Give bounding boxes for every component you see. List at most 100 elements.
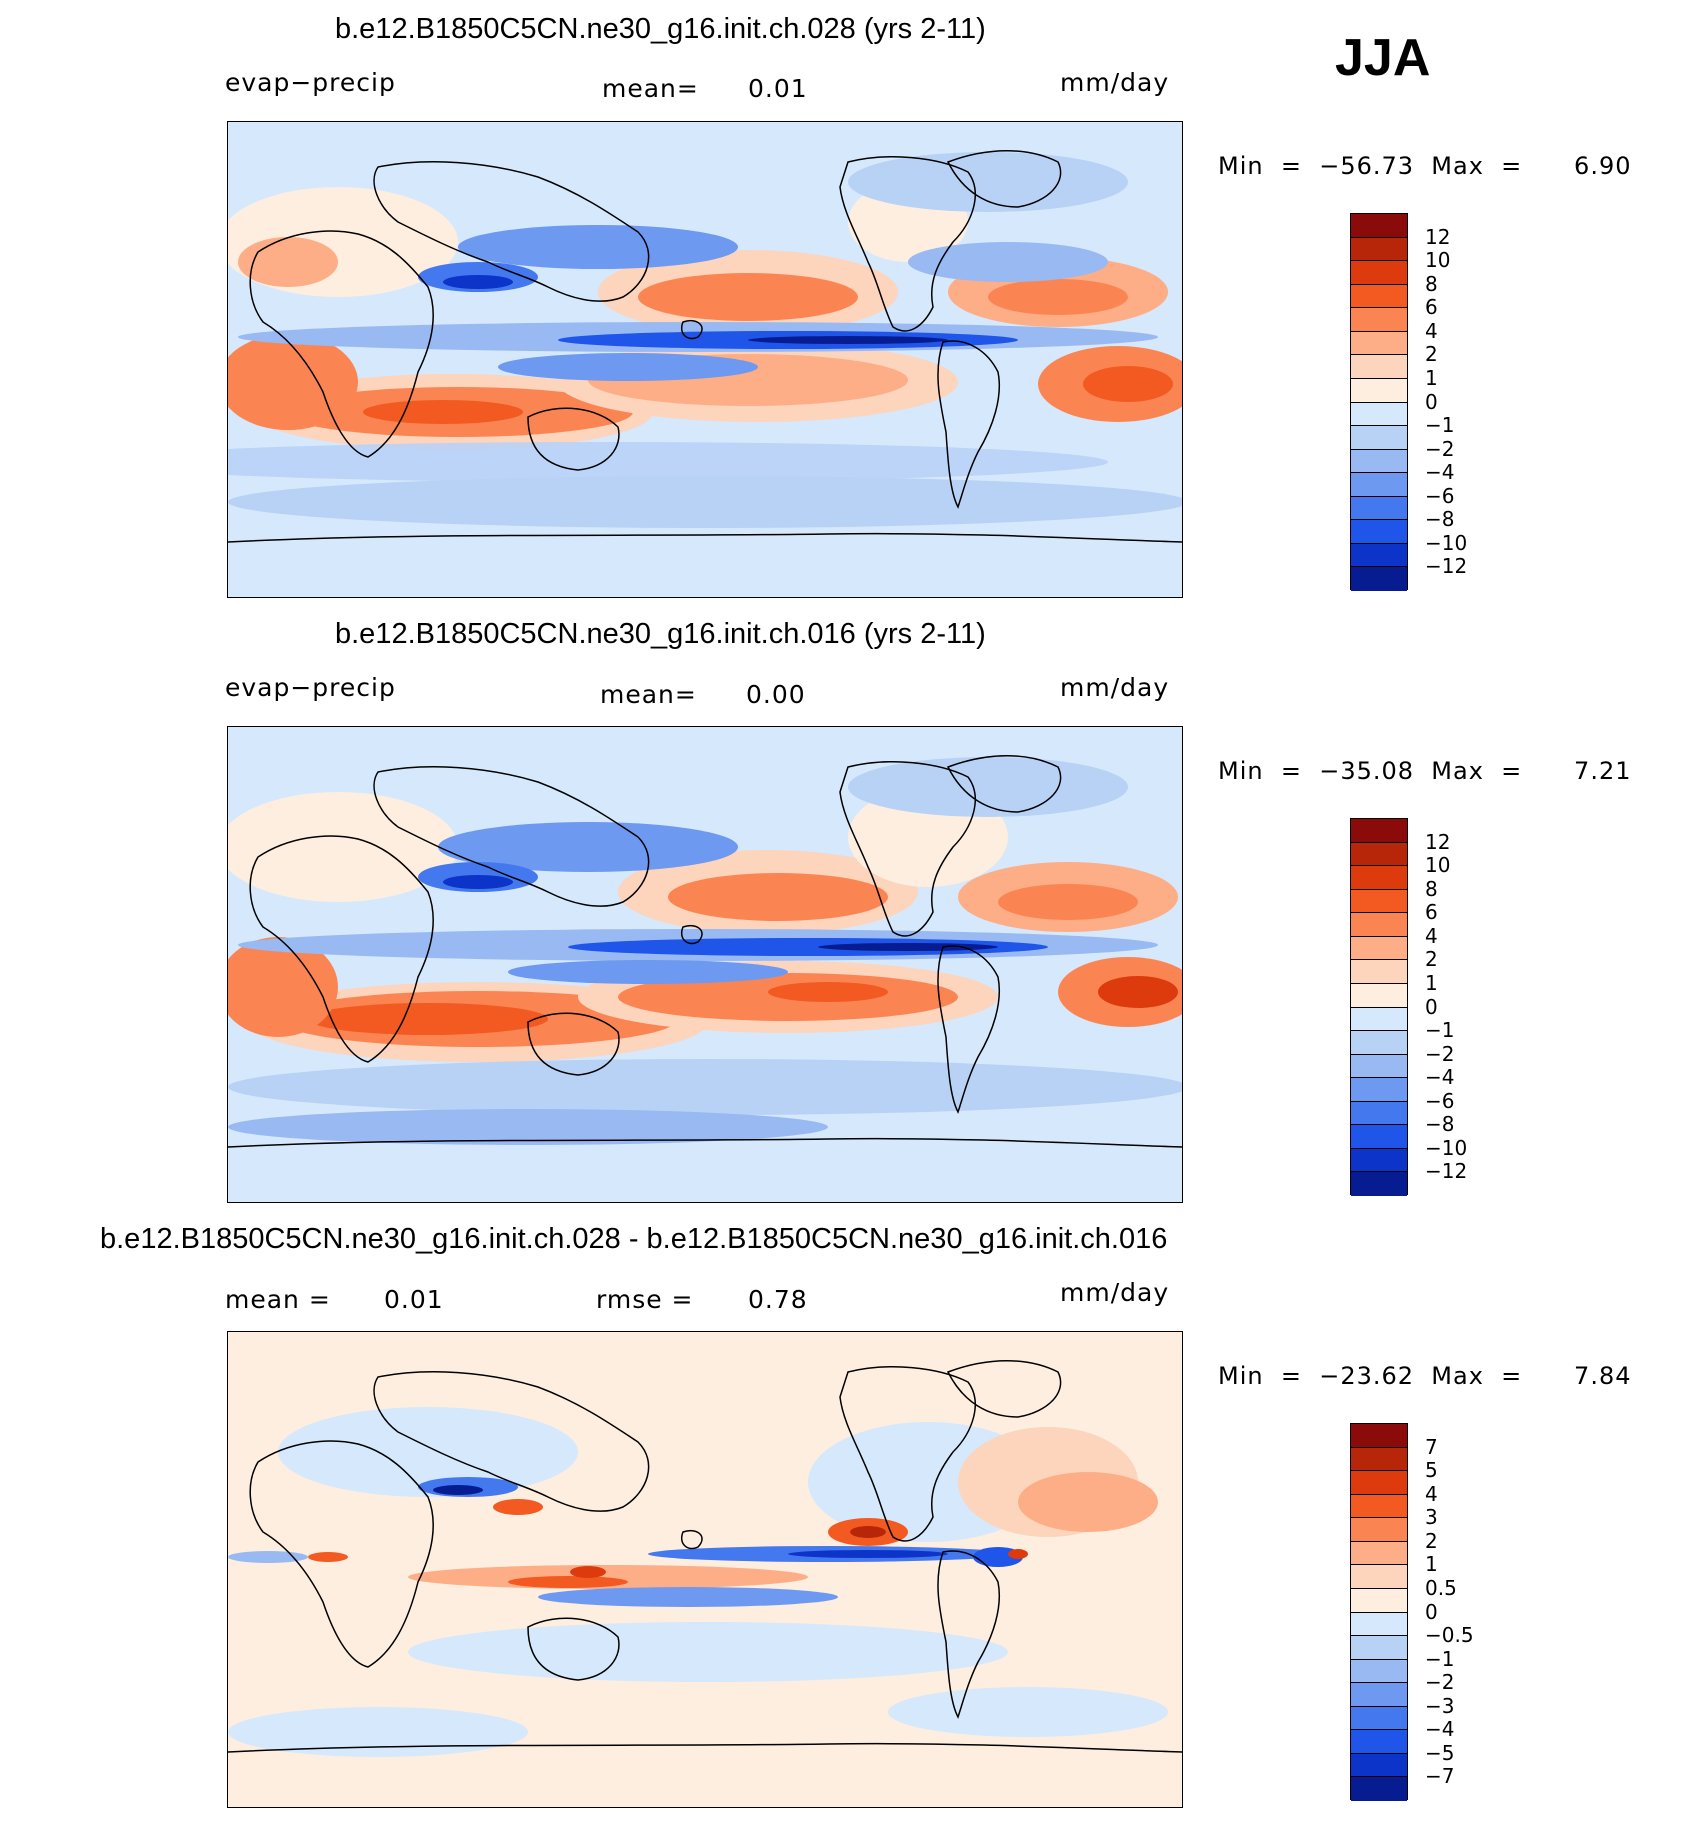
colorbar-segment <box>1351 1588 1407 1613</box>
panel2-map <box>227 726 1183 1203</box>
colorbar-tick-label: 1 <box>1425 365 1438 390</box>
panel3-map-svg <box>228 1332 1182 1807</box>
colorbar-tick-label: −2 <box>1425 1041 1455 1066</box>
colorbar-segment <box>1351 1730 1407 1754</box>
colorbar-tick-label: −1 <box>1425 1018 1455 1043</box>
colorbar-segment <box>1351 308 1407 332</box>
colorbar-tick-label: −5 <box>1425 1740 1455 1765</box>
colorbar-segment <box>1351 1683 1407 1707</box>
colorbar-tick-label: −8 <box>1425 507 1455 532</box>
colorbar-tick-label: 0 <box>1425 1599 1438 1624</box>
colorbar-segment <box>1351 496 1407 521</box>
colorbar-tick-label: 8 <box>1425 271 1438 296</box>
panel1-colorbar <box>1350 213 1408 591</box>
colorbar-segment <box>1351 355 1407 379</box>
panel3-rmse-label: rmse = <box>596 1285 694 1314</box>
colorbar-segment <box>1351 1753 1407 1778</box>
colorbar-segment <box>1351 983 1407 1008</box>
colorbar-tick-label: 4 <box>1425 318 1438 343</box>
colorbar-segment <box>1351 237 1407 262</box>
colorbar-tick-label: 7 <box>1425 1434 1438 1459</box>
colorbar-segment <box>1351 543 1407 568</box>
panel3-title: b.e12.B1850C5CN.ne30_g16.init.ch.028 - b… <box>100 1223 1168 1255</box>
colorbar-tick-label: −7 <box>1425 1764 1455 1789</box>
colorbar-segment <box>1351 1125 1407 1149</box>
colorbar-segment <box>1351 913 1407 937</box>
colorbar-segment <box>1351 936 1407 961</box>
colorbar-tick-label: −10 <box>1425 1135 1468 1160</box>
colorbar-tick-label: 6 <box>1425 295 1438 320</box>
colorbar-segment <box>1351 284 1407 309</box>
colorbar-tick-label: −2 <box>1425 1670 1455 1695</box>
panel3-min-max: Min = −23.62 Max = 7.84 <box>1218 1362 1632 1390</box>
colorbar-tick-label: 1 <box>1425 1552 1438 1577</box>
colorbar-segment <box>1351 261 1407 285</box>
colorbar-segment <box>1351 402 1407 427</box>
colorbar-tick-label: 1 <box>1425 970 1438 995</box>
colorbar-tick-label: 0 <box>1425 389 1438 414</box>
panel3-map <box>227 1331 1183 1808</box>
colorbar-tick-label: −12 <box>1425 554 1468 579</box>
colorbar-tick-label: 6 <box>1425 900 1438 925</box>
colorbar-segment <box>1351 567 1407 591</box>
panel1-variable: evap−precip <box>225 68 396 97</box>
colorbar-segment <box>1351 1424 1407 1448</box>
colorbar-tick-label: 3 <box>1425 1505 1438 1530</box>
colorbar-segment <box>1351 1447 1407 1472</box>
panel2-units: mm/day <box>1060 673 1170 702</box>
colorbar-tick-label: −1 <box>1425 1646 1455 1671</box>
colorbar-segment <box>1351 520 1407 544</box>
colorbar-segment <box>1351 1541 1407 1566</box>
colorbar-tick-label: 8 <box>1425 876 1438 901</box>
colorbar-tick-label: 4 <box>1425 923 1438 948</box>
panel2-min-max: Min = −35.08 Max = 7.21 <box>1218 757 1632 785</box>
colorbar-segment <box>1351 1172 1407 1196</box>
panel3-units: mm/day <box>1060 1278 1170 1307</box>
colorbar-segment <box>1351 1777 1407 1801</box>
colorbar-segment <box>1351 378 1407 403</box>
panel2-variable: evap−precip <box>225 673 396 702</box>
panel1-map <box>227 121 1183 598</box>
colorbar-tick-label: 2 <box>1425 342 1438 367</box>
panel1-min-max: Min = −56.73 Max = 6.90 <box>1218 152 1632 180</box>
panel3-mean-value: 0.01 <box>384 1285 444 1314</box>
colorbar-tick-label: −1 <box>1425 413 1455 438</box>
panel2-title: b.e12.B1850C5CN.ne30_g16.init.ch.016 (yr… <box>335 618 986 650</box>
colorbar-segment <box>1351 1078 1407 1102</box>
colorbar-tick-label: −6 <box>1425 1088 1455 1113</box>
colorbar-tick-label: 0 <box>1425 994 1438 1019</box>
colorbar-tick-label: 12 <box>1425 224 1451 249</box>
colorbar-segment <box>1351 1471 1407 1495</box>
colorbar-tick-label: −10 <box>1425 530 1468 555</box>
colorbar-segment <box>1351 1612 1407 1637</box>
colorbar-tick-label: −0.5 <box>1425 1623 1474 1648</box>
colorbar-segment <box>1351 1101 1407 1126</box>
panel1-mean-value: 0.01 <box>748 74 808 103</box>
panel3-mean-label: mean = <box>225 1285 331 1314</box>
panel1-title: b.e12.B1850C5CN.ne30_g16.init.ch.028 (yr… <box>335 13 986 45</box>
colorbar-segment <box>1351 1518 1407 1542</box>
colorbar-segment <box>1351 960 1407 984</box>
colorbar-tick-label: 4 <box>1425 1481 1438 1506</box>
colorbar-tick-label: −4 <box>1425 1717 1455 1742</box>
colorbar-segment <box>1351 1494 1407 1519</box>
colorbar-tick-label: 5 <box>1425 1458 1438 1483</box>
colorbar-segment <box>1351 1565 1407 1589</box>
colorbar-segment <box>1351 426 1407 450</box>
season-label: JJA <box>1335 29 1431 87</box>
colorbar-tick-label: 2 <box>1425 947 1438 972</box>
panel3-rmse-value: 0.78 <box>748 1285 808 1314</box>
colorbar-segment <box>1351 1054 1407 1079</box>
colorbar-tick-label: −4 <box>1425 460 1455 485</box>
colorbar-tick-label: 0.5 <box>1425 1575 1457 1600</box>
panel2-mean-value: 0.00 <box>746 680 806 709</box>
colorbar-segment <box>1351 1636 1407 1660</box>
colorbar-segment <box>1351 214 1407 238</box>
colorbar-segment <box>1351 1148 1407 1173</box>
colorbar-segment <box>1351 449 1407 474</box>
panel2-colorbar <box>1350 818 1408 1196</box>
colorbar-segment <box>1351 1659 1407 1684</box>
colorbar-tick-label: −8 <box>1425 1112 1455 1137</box>
panel2-mean-label: mean= <box>600 680 697 709</box>
colorbar-tick-label: −12 <box>1425 1159 1468 1184</box>
